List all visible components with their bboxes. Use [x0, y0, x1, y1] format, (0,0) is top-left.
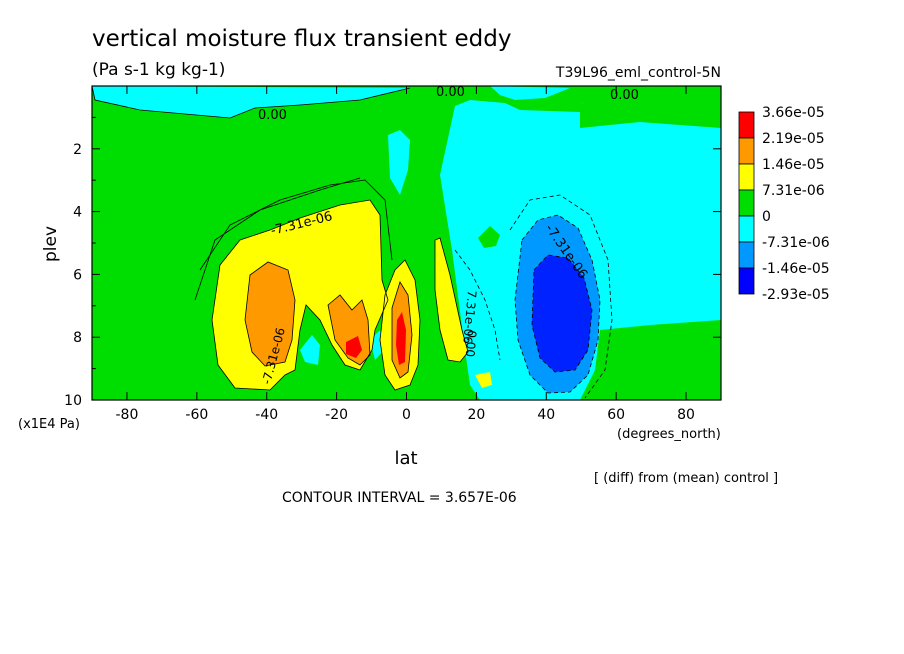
- colorbar: 3.66e-05 2.19e-05 1.46e-05 7.31e-06 0 -7.31e-…: [738, 105, 830, 303]
- colorbar-label: 3.66e-05: [762, 105, 825, 121]
- field-yellow-nh2: [475, 372, 492, 388]
- colorbar-label: 0: [762, 209, 771, 225]
- colorbar-label: -1.46e-05: [762, 261, 830, 277]
- field-green-topright: [580, 98, 721, 128]
- y-tick-label: 2: [73, 142, 82, 158]
- y-axis-units: (x1E4 Pa): [18, 417, 80, 432]
- chart-subtitle: (Pa s-1 kg kg-1): [92, 60, 225, 80]
- field-cyan-column: [388, 130, 410, 195]
- contour-label-zero-1: 0.00: [258, 108, 287, 123]
- chart-title: vertical moisture flux transient eddy: [92, 26, 511, 52]
- colorbar-swatch: [738, 163, 755, 191]
- colorbar-label: -7.31e-06: [762, 235, 830, 251]
- field-green-right: [580, 320, 721, 400]
- colorbar-label: 7.31e-06: [762, 183, 825, 199]
- run-label: T39L96_eml_control-5N: [555, 65, 721, 81]
- plot-area: 0.00 0.00 0.00 -7.31e-06 -7.31e-06 7.31e…: [92, 85, 721, 400]
- colorbar-swatch: [738, 111, 755, 139]
- contour-label-eq: 7.31e-06: [460, 290, 479, 345]
- y-tick-label: 8: [73, 330, 82, 346]
- y-tick-label: 10: [64, 393, 82, 409]
- y-axis: 2 4 6 8 10: [64, 116, 721, 409]
- field-orange-sh: [245, 262, 295, 366]
- x-tick-label: -60: [185, 407, 208, 423]
- x-tick-label: -40: [255, 407, 278, 423]
- field-green-island: [478, 226, 500, 248]
- x-tick-label: -80: [116, 407, 139, 423]
- colorbar-swatch: [738, 137, 755, 165]
- field-red-eq: [396, 312, 406, 365]
- y-tick-label: 6: [73, 267, 82, 283]
- colorbar-label: 2.19e-05: [762, 131, 825, 147]
- contour-interval: CONTOUR INTERVAL = 3.657E-06: [282, 490, 517, 506]
- field-cyan-left-low: [300, 335, 320, 365]
- diff-note: [ (diff) from (mean) control ]: [594, 471, 778, 486]
- y-axis-label: plev: [41, 226, 61, 262]
- field-red-sub: [346, 336, 362, 358]
- x-tick-label: 0: [402, 407, 411, 423]
- x-tick-label: 60: [607, 407, 625, 423]
- colorbar-label: 1.46e-05: [762, 157, 825, 173]
- field-yellow-nh: [435, 238, 468, 362]
- x-tick-label: 80: [677, 407, 695, 423]
- x-tick-label: -20: [325, 407, 348, 423]
- x-tick-label: 20: [467, 407, 485, 423]
- colorbar-swatch: [738, 241, 755, 269]
- field-cyan-top: [92, 86, 410, 118]
- colorbar-swatch: [738, 267, 755, 295]
- contours-negative: [454, 194, 613, 399]
- x-tick-label: 40: [537, 407, 555, 423]
- y-tick-label: 4: [73, 205, 82, 221]
- contour-label-zero-2: 0.00: [436, 85, 465, 100]
- x-axis: -80 -60 -40 -20 0 20 40 60 80: [116, 86, 695, 423]
- field-blue-dark: [532, 255, 592, 372]
- x-axis-label: lat: [394, 448, 417, 469]
- contours-positive: [92, 86, 469, 391]
- contour-label-zero-4: 0.00: [463, 330, 479, 358]
- contour-label-zero-3: 0.00: [610, 88, 639, 103]
- x-axis-units: (degrees_north): [617, 427, 721, 442]
- colorbar-swatch: [738, 215, 755, 243]
- colorbar-swatch: [738, 189, 755, 217]
- colorbar-label: -2.93e-05: [762, 287, 830, 303]
- field-cyan-top2: [490, 86, 570, 100]
